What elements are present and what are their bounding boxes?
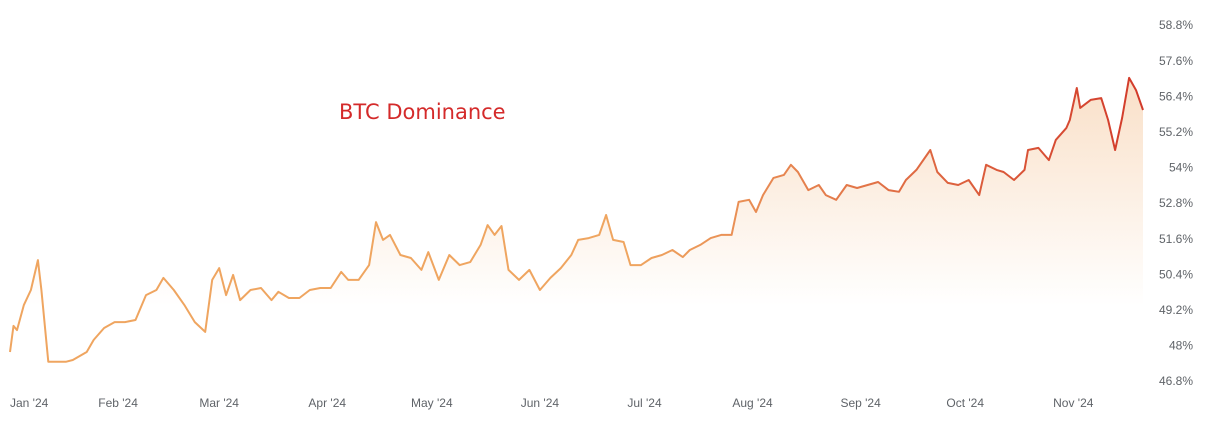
- y-tick-label: 52.8%: [1159, 196, 1193, 210]
- x-tick-label: Sep '24: [840, 396, 881, 410]
- x-tick-label: May '24: [411, 396, 453, 410]
- y-tick-label: 49.2%: [1159, 303, 1193, 317]
- x-tick-label: Aug '24: [732, 396, 773, 410]
- x-tick-label: Apr '24: [308, 396, 346, 410]
- y-tick-label: 48%: [1169, 339, 1193, 353]
- y-tick-label: 46.8%: [1159, 374, 1193, 388]
- y-tick-label: 50.4%: [1159, 267, 1193, 281]
- x-tick-label: Jan '24: [10, 396, 49, 410]
- x-tick-label: Jul '24: [627, 396, 662, 410]
- area: [10, 77, 1143, 383]
- y-tick-label: 56.4%: [1159, 89, 1193, 103]
- x-tick-label: Feb '24: [98, 396, 138, 410]
- y-tick-label: 54%: [1169, 161, 1193, 175]
- y-tick-label: 58.8%: [1159, 18, 1193, 32]
- x-tick-label: Jun '24: [521, 396, 560, 410]
- x-tick-label: Oct '24: [946, 396, 984, 410]
- chart-title: BTC Dominance: [339, 100, 506, 124]
- x-tick-label: Mar '24: [199, 396, 239, 410]
- y-tick-label: 57.6%: [1159, 54, 1193, 68]
- x-tick-label: Nov '24: [1053, 396, 1094, 410]
- y-tick-label: 55.2%: [1159, 125, 1193, 139]
- y-tick-label: 51.6%: [1159, 232, 1193, 246]
- line: [9, 76, 1144, 363]
